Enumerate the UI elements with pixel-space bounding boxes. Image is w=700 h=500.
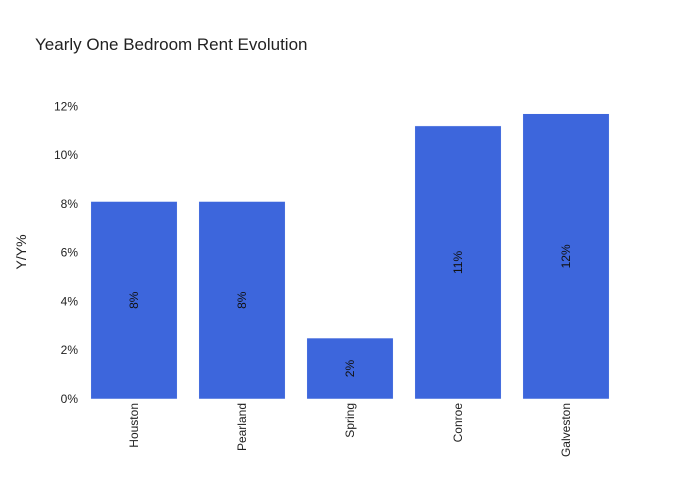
- data-label: 8%: [127, 291, 141, 309]
- y-tick-label: 4%: [61, 294, 79, 308]
- y-axis-label: Y/Y%: [13, 234, 29, 269]
- y-tick-label: 2%: [61, 343, 79, 357]
- data-label: 2%: [343, 360, 357, 378]
- y-tick-label: 8%: [61, 197, 79, 211]
- bars: [90, 113, 610, 400]
- x-tick-label: Galveston: [559, 403, 573, 457]
- x-tick-label: Conroe: [451, 403, 465, 443]
- data-labels: 8% 8% 2% 11% 12%: [127, 244, 573, 377]
- y-tick-label: 12%: [54, 99, 78, 113]
- x-tick-label: Pearland: [235, 403, 249, 451]
- bar-houston[interactable]: [90, 201, 178, 400]
- y-tick-label: 6%: [61, 246, 79, 260]
- bar-spring[interactable]: [306, 337, 394, 400]
- x-tick-label: Houston: [127, 403, 141, 448]
- y-tick-label: 10%: [54, 148, 78, 162]
- bar-galveston[interactable]: [522, 113, 610, 400]
- data-label: 11%: [451, 251, 465, 274]
- x-axis-ticks: Houston Pearland Spring Conroe Galveston: [127, 403, 573, 457]
- bar-conroe[interactable]: [414, 125, 502, 400]
- y-tick-label: 0%: [61, 392, 79, 406]
- bar-pearland[interactable]: [198, 201, 286, 400]
- data-label: 8%: [235, 291, 249, 309]
- y-axis-ticks: 0% 2% 4% 6% 8% 10% 12%: [54, 99, 78, 406]
- chart-title: Yearly One Bedroom Rent Evolution: [35, 35, 307, 54]
- data-label: 12%: [559, 244, 573, 268]
- x-tick-label: Spring: [343, 403, 357, 438]
